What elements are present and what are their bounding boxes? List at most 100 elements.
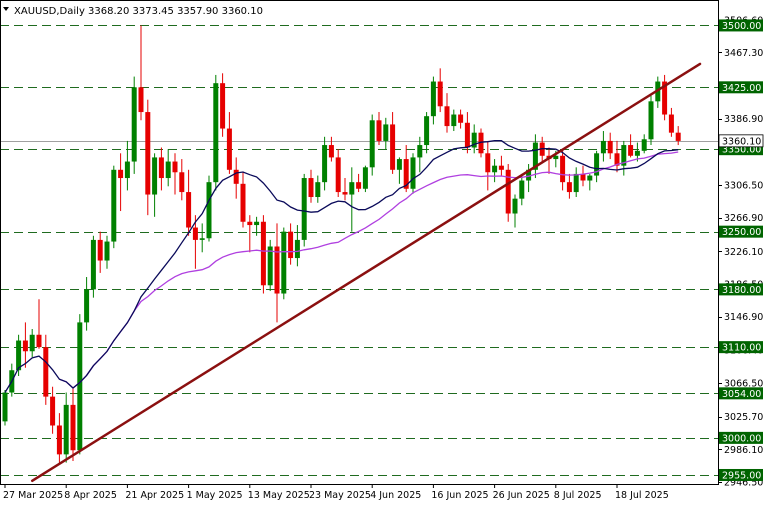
candle-body-97 xyxy=(662,81,668,115)
candle-body-11 xyxy=(77,322,83,451)
candle-body-69 xyxy=(471,132,477,148)
candle-body-61 xyxy=(417,145,423,158)
candle-body-54 xyxy=(369,120,375,168)
level-label-box-8 xyxy=(719,468,763,481)
candle-body-38 xyxy=(260,221,266,286)
candle-body-71 xyxy=(485,153,491,173)
candle-body-13 xyxy=(90,239,96,290)
candle-body-55 xyxy=(376,120,382,141)
candle-body-5 xyxy=(36,334,42,348)
candle-body-81 xyxy=(553,155,559,160)
time-tick-label-0: 27 Mar 2025 xyxy=(3,490,63,501)
candle-body-72 xyxy=(492,165,498,173)
time-tick-label-2: 21 Apr 2025 xyxy=(125,490,184,501)
price-tick-label-10: 3025.70 xyxy=(724,412,763,423)
level-label-7: 3000.00 xyxy=(722,433,761,444)
time-tick-label-8: 26 Jun 2025 xyxy=(493,490,550,501)
price-tick-label-7: 3146.90 xyxy=(724,312,763,323)
symbol-label: XAUUSD,Daily xyxy=(14,6,85,17)
candle-body-53 xyxy=(362,167,368,189)
candle-body-26 xyxy=(179,172,185,193)
candle-body-49 xyxy=(335,157,341,193)
candle-body-67 xyxy=(458,114,464,123)
level-label-6: 3054.00 xyxy=(722,389,761,400)
candle-body-37 xyxy=(254,221,260,226)
candle-body-76 xyxy=(519,180,525,199)
candle-body-4 xyxy=(29,334,35,352)
candle-body-28 xyxy=(192,227,198,240)
level-label-box-6 xyxy=(719,387,763,400)
candle-body-87 xyxy=(594,153,600,176)
candle-body-63 xyxy=(430,81,436,117)
candle-body-47 xyxy=(322,145,328,183)
candle-body-59 xyxy=(403,159,409,189)
time-tick-label-6: 4 Jun 2025 xyxy=(370,490,421,501)
candle-body-60 xyxy=(410,157,416,189)
chart-header: XAUUSD,Daily 3368.20 3373.45 3357.90 336… xyxy=(3,6,263,17)
candle-body-7 xyxy=(50,396,56,426)
candle-body-94 xyxy=(641,139,647,151)
candle-body-41 xyxy=(281,231,287,294)
candle-body-48 xyxy=(328,145,334,158)
time-tick-label-3: 1 May 2025 xyxy=(187,490,243,501)
candle-body-19 xyxy=(131,87,137,162)
candle-body-82 xyxy=(560,155,566,183)
candles xyxy=(2,25,681,463)
candle-body-24 xyxy=(165,161,171,179)
level-label-1: 3425.00 xyxy=(722,83,761,94)
candle-body-42 xyxy=(288,231,294,259)
time-tick-label-4: 13 May 2025 xyxy=(248,490,310,501)
candle-body-27 xyxy=(186,192,192,228)
plot-border xyxy=(0,0,719,485)
candle-body-86 xyxy=(587,175,593,181)
price-tick-label-9: 3066.50 xyxy=(724,379,763,390)
candle-body-52 xyxy=(356,182,362,189)
candle-body-66 xyxy=(451,114,457,127)
candle-body-20 xyxy=(138,87,144,113)
level-label-box-5 xyxy=(719,341,763,354)
candle-body-93 xyxy=(634,150,640,156)
candle-body-78 xyxy=(532,142,538,170)
candle-body-35 xyxy=(240,183,246,222)
candle-body-21 xyxy=(145,112,151,195)
candle-body-3 xyxy=(22,340,28,352)
candle-body-31 xyxy=(213,83,219,183)
time-tick-label-9: 8 Jul 2025 xyxy=(554,490,602,501)
candle-body-2 xyxy=(16,340,22,371)
level-labels: 3500.00 3425.00 3350.00 3250.00 3180.00 3110.… xyxy=(718,19,764,481)
candle-body-36 xyxy=(247,221,253,226)
fast-moving-average-line xyxy=(4,139,679,393)
candle-body-15 xyxy=(104,241,110,261)
candle-body-95 xyxy=(648,101,654,140)
price-tick-label-3: 3306.50 xyxy=(724,181,763,192)
level-label-box-1 xyxy=(719,81,763,94)
candle-body-9 xyxy=(63,404,69,455)
candle-body-45 xyxy=(308,178,314,198)
support-resistance-levels xyxy=(0,25,718,476)
level-label-box-7 xyxy=(719,431,763,444)
candle-body-40 xyxy=(274,246,280,294)
level-label-3: 3250.00 xyxy=(722,227,761,238)
candle-body-99 xyxy=(675,132,681,141)
candle-body-83 xyxy=(566,182,572,193)
candle-body-85 xyxy=(580,173,586,181)
price-tick-label-1: 3467.30 xyxy=(724,48,763,59)
price-tick-label-11: 2986.10 xyxy=(724,445,763,456)
candle-body-46 xyxy=(315,182,321,198)
level-label-4: 3180.00 xyxy=(722,285,761,296)
candle-body-44 xyxy=(301,178,307,240)
time-tick-label-5: 23 May 2025 xyxy=(309,490,371,501)
candle-body-74 xyxy=(505,169,511,214)
candle-body-12 xyxy=(84,289,90,323)
level-label-box-4 xyxy=(719,283,763,296)
time-tick-label-7: 16 Jun 2025 xyxy=(431,490,488,501)
candle-body-34 xyxy=(233,169,239,184)
level-label-box-3 xyxy=(719,225,763,238)
candle-body-16 xyxy=(111,169,117,242)
candle-body-25 xyxy=(172,161,178,173)
dropdown-triangle-icon[interactable] xyxy=(3,7,9,11)
slow-moving-average-line xyxy=(59,151,679,389)
level-label-0: 3500.00 xyxy=(722,21,761,32)
time-axis: 27 Mar 2025 8 Apr 2025 21 Apr 2025 1 May 20… xyxy=(3,484,669,501)
